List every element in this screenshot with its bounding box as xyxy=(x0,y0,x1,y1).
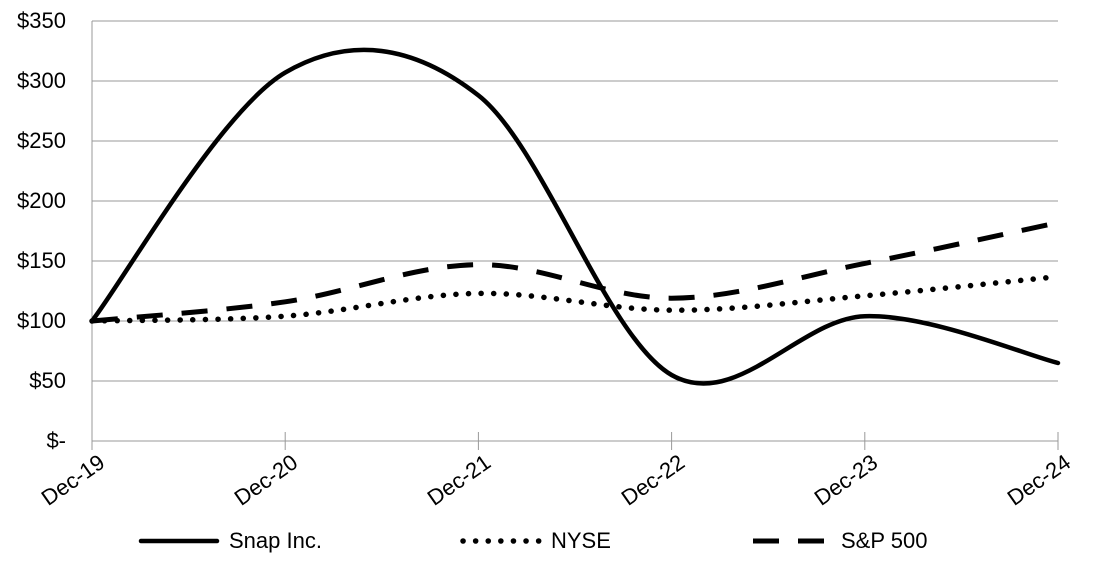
legend-line-sample-dotted xyxy=(460,538,542,544)
legend-line-sample-solid xyxy=(138,538,220,544)
y-axis-tick-label: $50 xyxy=(29,368,66,393)
y-axis-tick-label: $150 xyxy=(17,248,66,273)
legend-item-s-p-500: S&P 500 xyxy=(750,528,927,554)
y-axis-tick-label: $350 xyxy=(17,8,66,33)
legend-line-sample-dashed xyxy=(753,538,829,544)
y-axis-tick-label: $- xyxy=(46,428,66,453)
y-axis-tick-label: $100 xyxy=(17,308,66,333)
legend-item-nyse: NYSE xyxy=(460,528,611,554)
series-line-nyse xyxy=(89,273,1061,324)
series-line-s-p-500 xyxy=(91,220,1059,324)
legend-label: S&P 500 xyxy=(841,528,928,553)
y-axis-tick-label: $200 xyxy=(17,188,66,213)
legend-label: NYSE xyxy=(551,528,611,553)
legend-item-snap-inc: Snap Inc. xyxy=(138,528,322,554)
y-axis-tick-label: $300 xyxy=(17,68,66,93)
legend-label: Snap Inc. xyxy=(229,528,322,553)
series-line-snap-inc xyxy=(89,47,1061,386)
y-axis-tick-label: $250 xyxy=(17,128,66,153)
